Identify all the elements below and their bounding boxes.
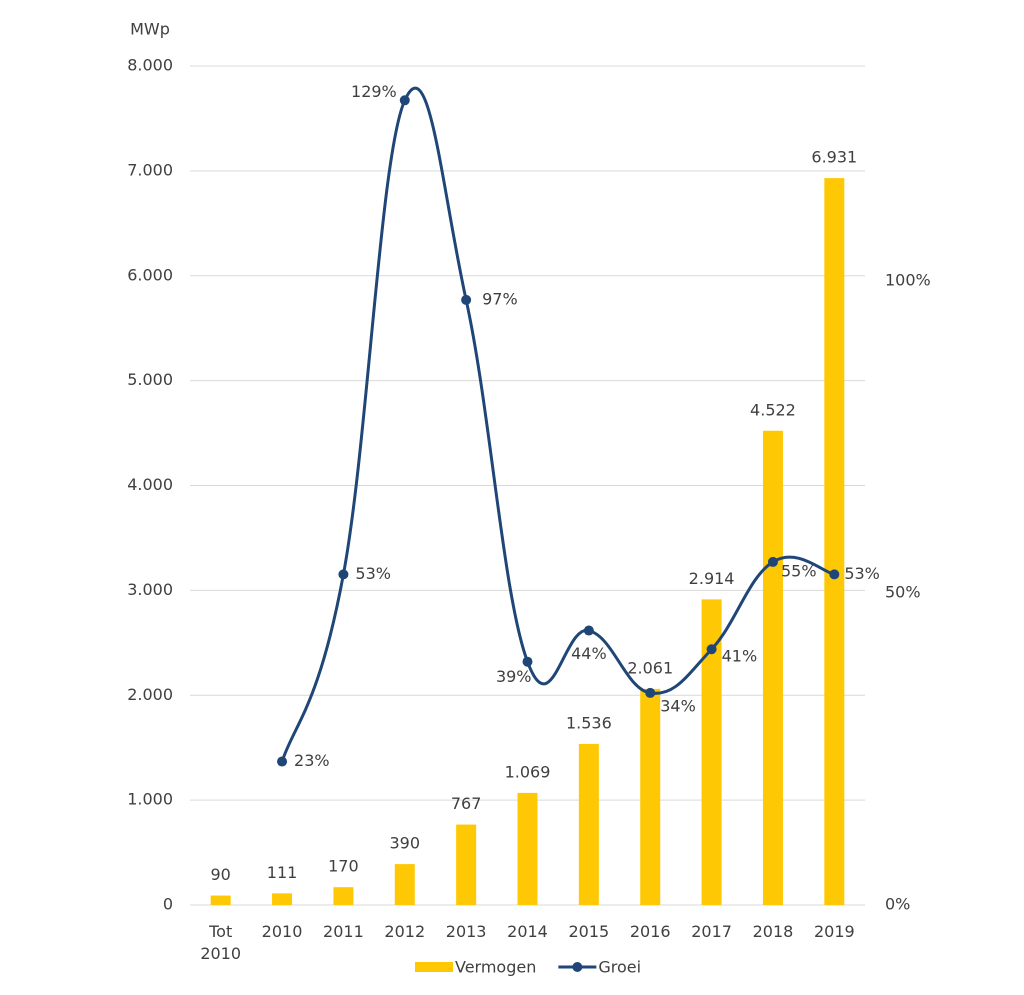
data-label: 1.536 [566, 713, 612, 732]
data-label: 1.069 [505, 762, 551, 781]
x-tick-label: 2018 [752, 922, 794, 941]
legend-swatch [572, 962, 583, 972]
y2-tick-label: 100% [885, 271, 931, 290]
y-tick-label: 3.000 [127, 580, 173, 599]
data-label: 97% [482, 289, 518, 308]
line-point [461, 294, 472, 305]
legend-swatch [415, 962, 453, 972]
bar [394, 864, 415, 905]
line-point [338, 569, 349, 580]
data-label: 4.522 [750, 400, 796, 419]
x-tick-label: 2019 [813, 922, 855, 941]
data-label: 39% [496, 667, 532, 686]
y-tick-label: 2.000 [127, 685, 173, 704]
y-tick-label: 5.000 [127, 370, 173, 389]
data-label: 23% [294, 751, 330, 770]
x-tick-label: 2012 [384, 922, 426, 941]
line-point [522, 656, 533, 667]
x-tick-label: 2011 [323, 922, 364, 941]
bar [272, 893, 293, 905]
y-tick-label: 0 [163, 895, 173, 914]
bar [456, 824, 477, 905]
data-label: 55% [781, 561, 817, 580]
data-label: 2.061 [627, 658, 673, 677]
data-label: 170 [328, 857, 359, 876]
x-tick-label: 2015 [568, 922, 610, 941]
legend-label: Groei [598, 958, 641, 977]
line-point [583, 625, 594, 636]
data-label: 44% [571, 644, 607, 663]
bar [701, 599, 722, 905]
bar [640, 688, 661, 905]
bar [824, 178, 845, 905]
data-label: 767 [451, 794, 482, 813]
data-label: 34% [660, 696, 696, 715]
y-axis-label: MWp [130, 20, 170, 39]
data-label: 129% [351, 82, 397, 101]
x-tick-label: Tot 2010 [200, 922, 242, 963]
x-tick-label: 2014 [507, 922, 548, 941]
data-label: 53% [844, 564, 880, 583]
data-label: 111 [267, 863, 298, 882]
y2-tick-label: 50% [885, 583, 921, 602]
y-tick-label: 8.000 [127, 56, 173, 75]
y-tick-label: 6.000 [127, 265, 173, 284]
data-label: 2.914 [689, 569, 735, 588]
y-tick-label: 1.000 [127, 790, 173, 809]
bar [762, 430, 783, 905]
data-label: 90 [211, 865, 231, 884]
bar [517, 792, 538, 905]
bar [333, 887, 354, 905]
legend-label: Vermogen [455, 958, 536, 977]
data-label: 6.931 [811, 148, 857, 167]
line-point [645, 687, 656, 698]
line-point [829, 569, 840, 580]
y2-tick-label: 0% [885, 895, 910, 914]
data-label: 53% [355, 564, 391, 583]
line-point [277, 756, 288, 767]
y-tick-label: 4.000 [127, 475, 173, 494]
x-tick-label: 2013 [445, 922, 487, 941]
bar [578, 743, 599, 905]
bar [210, 895, 231, 905]
data-label: 390 [389, 834, 420, 853]
y-tick-label: 7.000 [127, 160, 173, 179]
x-tick-label: 2010 [261, 922, 303, 941]
x-tick-label: 2016 [629, 922, 671, 941]
line-point [767, 556, 778, 567]
data-label: 41% [722, 647, 758, 666]
line-point [399, 95, 410, 106]
line-point [706, 644, 717, 655]
x-tick-label: 2017 [691, 922, 732, 941]
